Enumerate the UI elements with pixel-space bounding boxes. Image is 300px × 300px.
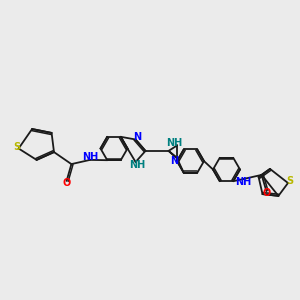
Text: NH: NH	[235, 177, 251, 187]
Text: O: O	[262, 188, 271, 198]
Text: NH: NH	[82, 152, 98, 162]
Text: S: S	[14, 142, 21, 152]
Text: O: O	[62, 178, 71, 188]
Text: NH: NH	[129, 160, 146, 170]
Text: N: N	[170, 156, 179, 166]
Text: NH: NH	[167, 138, 183, 148]
Text: S: S	[286, 176, 293, 186]
Text: N: N	[133, 132, 142, 142]
